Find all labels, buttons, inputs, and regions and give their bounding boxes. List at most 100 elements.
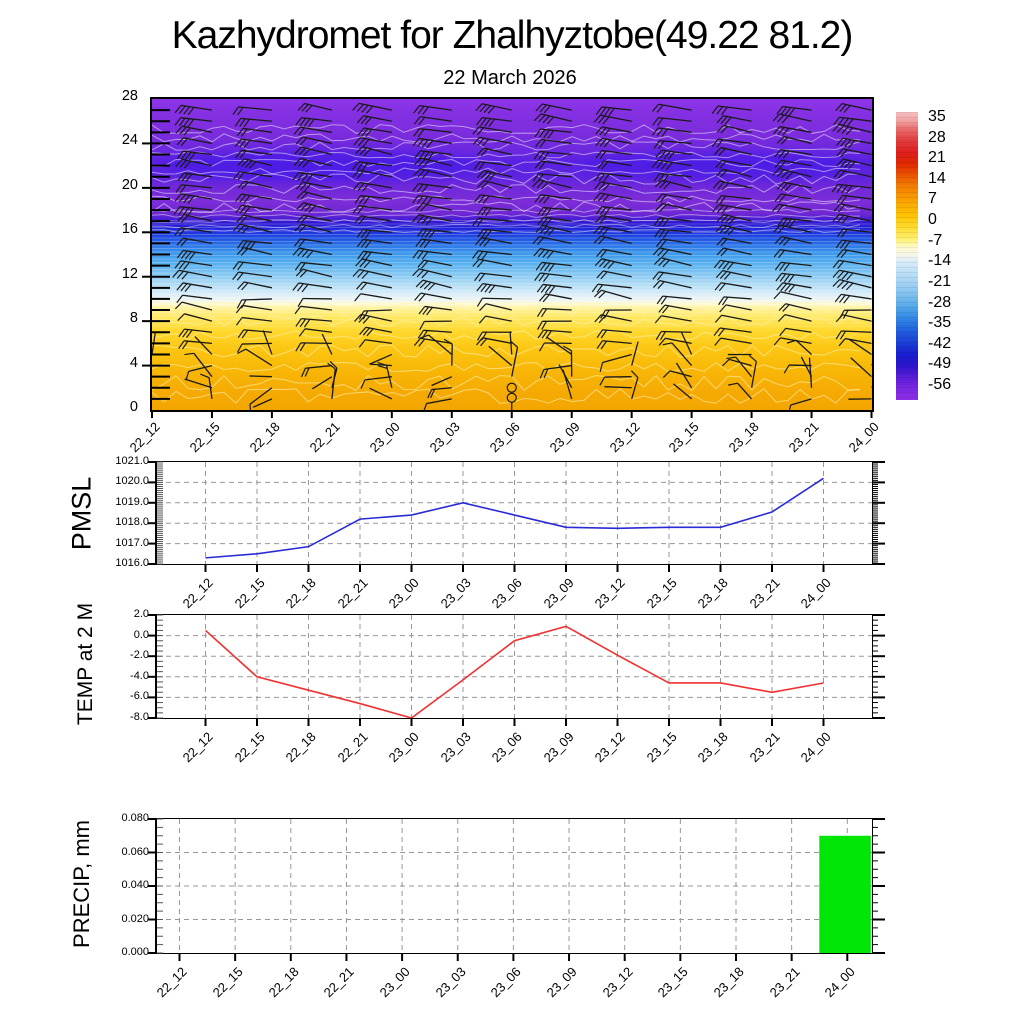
barb-feather (360, 229, 368, 239)
barb-feather (841, 185, 848, 194)
barb-feather (187, 207, 194, 217)
barb-staff (428, 334, 453, 355)
barb-staff (600, 114, 632, 122)
barb-staff (418, 268, 452, 278)
barb-feather (608, 107, 615, 117)
barb-feather (298, 239, 306, 248)
barb-feather (175, 184, 183, 193)
barb-staff (252, 398, 273, 408)
barb-staff (484, 180, 512, 189)
barb-feather (542, 151, 550, 161)
barb-feather (422, 106, 430, 115)
barb-feather (772, 113, 780, 122)
barb-feather (421, 330, 428, 339)
barb-feather (418, 293, 426, 302)
time-label: 23_00 (366, 419, 403, 456)
barb-staff (365, 339, 392, 345)
value-label: 0.040 (121, 879, 149, 891)
barb-feather (239, 118, 246, 127)
barb-feather (541, 217, 549, 226)
barb-staff (842, 194, 872, 200)
barb-feather (414, 292, 422, 301)
barb-staff (545, 293, 572, 300)
barb-feather (236, 247, 245, 255)
barb-feather (538, 342, 545, 352)
barb-feather (723, 226, 732, 235)
barb-staff (784, 314, 812, 322)
barb-feather (547, 227, 556, 236)
barb-feather (477, 229, 484, 238)
colorbar-tick-label: 21 (928, 149, 946, 167)
barb-feather (296, 214, 304, 223)
barb-feather (721, 182, 730, 191)
barb-feather (719, 304, 727, 313)
gridlines (157, 462, 872, 564)
height-label: 28 (121, 88, 138, 104)
barb-feather (299, 262, 306, 271)
barb-feather (302, 148, 311, 157)
barb-staff (178, 269, 213, 278)
barb-feather (656, 272, 664, 281)
barb-staff (358, 169, 392, 178)
barb-feather (300, 192, 308, 200)
wind-barbs (113, 102, 872, 410)
barb-feather (846, 272, 854, 281)
barb-feather (360, 282, 368, 291)
barb-staff (658, 271, 692, 278)
barb-staff (359, 181, 392, 189)
barb-feather (180, 283, 188, 292)
barb-feather (416, 269, 425, 278)
barb-feather (833, 203, 841, 212)
barb-staff (420, 115, 452, 122)
barb-feather (421, 216, 429, 225)
barb-feather (121, 342, 126, 350)
barb-feather (113, 157, 120, 164)
barb-feather (832, 124, 840, 132)
barb-staff (305, 364, 332, 369)
barb-feather (538, 114, 546, 123)
barb-staff (249, 387, 273, 405)
barb-feather (239, 205, 247, 214)
barb-feather (243, 139, 251, 149)
barb-feather (837, 117, 845, 126)
barb-feather (662, 218, 670, 227)
barb-feather (777, 225, 785, 234)
barb-feather (840, 138, 848, 147)
barb-feather (832, 269, 840, 278)
barb-feather (237, 281, 245, 290)
barb-staff (602, 329, 632, 333)
barb-feather (841, 271, 849, 280)
barb-feather (362, 310, 369, 320)
time-label: 24_00 (845, 419, 883, 456)
barb-feather (356, 115, 364, 124)
barb-feather (728, 382, 738, 386)
barb-staff (243, 246, 273, 256)
barb-feather (657, 248, 665, 257)
barb-feather (593, 235, 602, 244)
barb-staff (850, 357, 872, 378)
ticks (148, 461, 885, 572)
barb-feather (484, 171, 493, 180)
barb-feather (240, 299, 247, 309)
barb-staff (362, 281, 392, 289)
barb-feather (176, 250, 184, 259)
barb-feather (663, 181, 671, 190)
barb-feather (248, 161, 257, 169)
barb-staff (181, 125, 213, 133)
barb-feather (778, 237, 787, 245)
barb-staff (870, 362, 872, 366)
barb-staff (779, 249, 812, 256)
barb-feather (533, 248, 541, 257)
barb-feather (839, 104, 847, 112)
barb-feather (838, 338, 846, 347)
barb-feather (721, 358, 730, 367)
barb-staff (782, 105, 812, 111)
barb-feather (662, 370, 671, 378)
time-label: 23_21 (746, 575, 783, 612)
barb-feather (782, 304, 790, 312)
barb-feather (481, 331, 487, 341)
barb-staff (480, 194, 512, 200)
barb-feather (236, 299, 243, 309)
barb-feather (120, 117, 126, 124)
barb-feather (118, 330, 124, 338)
